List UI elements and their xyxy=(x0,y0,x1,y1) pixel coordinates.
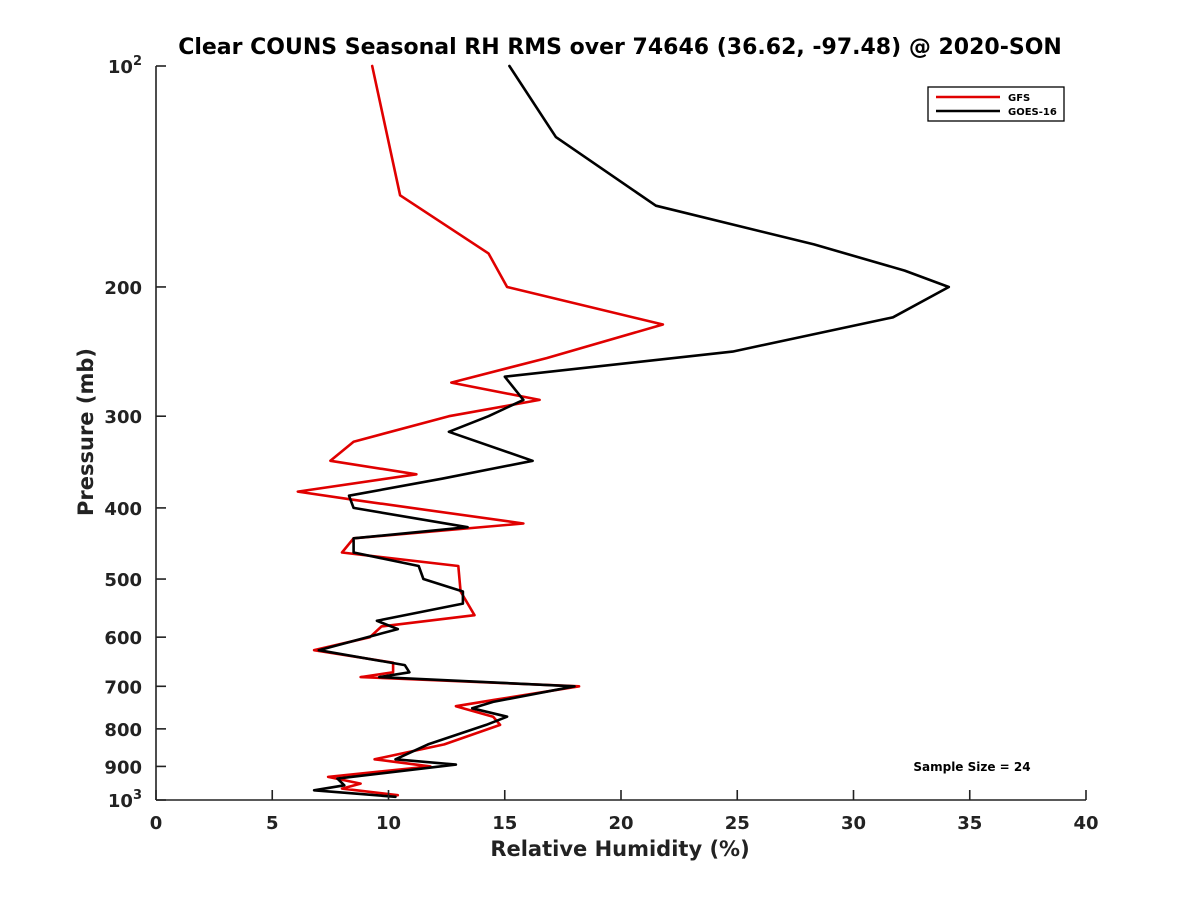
y-tick-label: 300 xyxy=(104,407,142,428)
x-tick-label: 20 xyxy=(608,813,633,834)
y-tick-label: 200 xyxy=(104,278,142,299)
x-tick-label: 15 xyxy=(492,813,517,834)
x-tick-label: 10 xyxy=(376,813,401,834)
y-tick-label: 400 xyxy=(104,499,142,520)
series-line-goes-16 xyxy=(312,64,951,799)
y-tick-label: 900 xyxy=(104,757,142,778)
axes xyxy=(155,65,1087,801)
y-tick-label: 700 xyxy=(104,677,142,698)
legend: GFS GOES-16 xyxy=(927,86,1065,122)
y-axis-label: Pressure (mb) xyxy=(74,348,98,516)
x-tick-label: 35 xyxy=(957,813,982,834)
x-tick-label: 25 xyxy=(725,813,750,834)
x-axis-label: Relative Humidity (%) xyxy=(490,837,749,861)
legend-label-goes-16: GOES-16 xyxy=(1008,107,1057,118)
sample-size-annotation: Sample Size = 24 xyxy=(913,760,1030,774)
legend-label-gfs: GFS xyxy=(1008,93,1030,104)
y-tick-label: 500 xyxy=(104,570,142,591)
tick-labels: 0 5 10 15 20 25 30 35 40 200 300 400 500 600 700 800 900… xyxy=(104,54,1098,834)
y-tick-label-top: 102 xyxy=(108,54,142,78)
x-tick-label: 0 xyxy=(150,813,163,834)
legend-box xyxy=(927,86,1065,122)
series-line-gfs xyxy=(296,64,665,797)
x-tick-label: 30 xyxy=(841,813,866,834)
series-layer xyxy=(296,64,951,799)
x-tick-label: 5 xyxy=(266,813,279,834)
y-tick-label: 800 xyxy=(104,720,142,741)
x-tick-label: 40 xyxy=(1073,813,1098,834)
chart-title: Clear COUNS Seasonal RH RMS over 74646 (… xyxy=(178,35,1062,60)
y-tick-label-bottom: 103 xyxy=(108,788,142,812)
y-tick-label: 600 xyxy=(104,628,142,649)
